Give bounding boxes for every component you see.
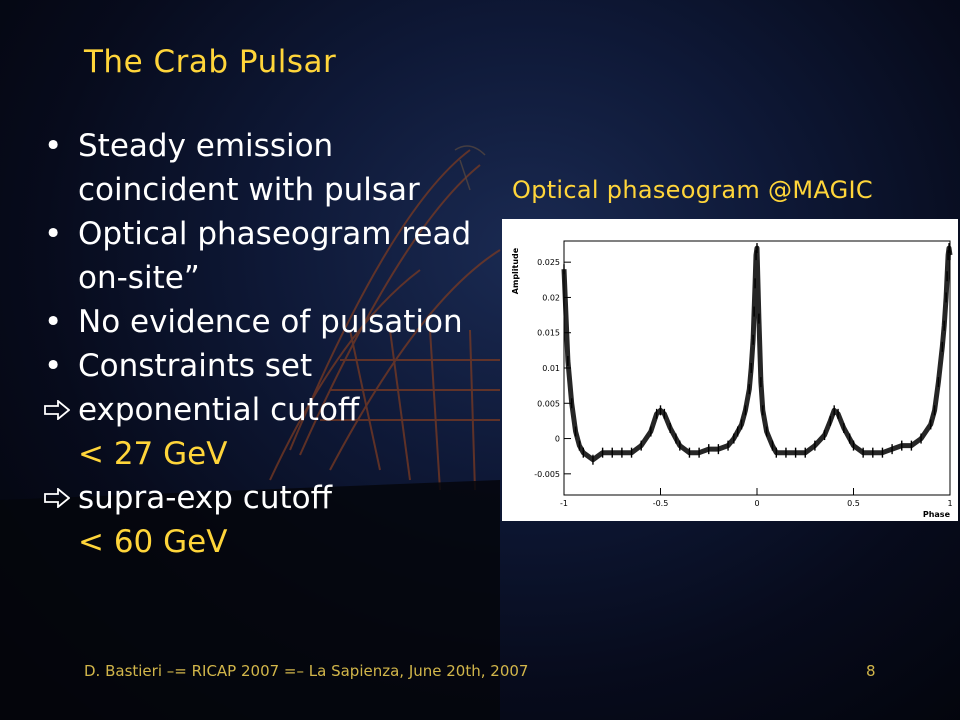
bullet-item: • No evidence of pulsation bbox=[44, 300, 484, 344]
y-tick-label: 0.015 bbox=[537, 329, 560, 338]
slide-title: The Crab Pulsar bbox=[84, 44, 337, 80]
sub-item-label: supra-exp cutoff bbox=[78, 480, 332, 516]
y-tick-label: 0 bbox=[555, 435, 560, 444]
page-number: 8 bbox=[866, 662, 876, 680]
bullet-text: Optical phaseogram read on-site” bbox=[78, 216, 472, 296]
x-axis-label: Phase bbox=[923, 510, 951, 519]
bullet-dot-icon: • bbox=[44, 348, 63, 384]
bullet-dot-icon: • bbox=[44, 216, 63, 252]
phaseogram-svg: -1 -0.5 0 0.5 1 -0.005 0 0.005 0.01 0.015 0.02 0.02… bbox=[511, 240, 953, 519]
x-tick-label: -0.5 bbox=[653, 499, 669, 508]
bullet-item: • Constraints set bbox=[44, 344, 484, 388]
bullet-dot-icon: • bbox=[44, 128, 63, 164]
plot-caption: Optical phaseogram @MAGIC bbox=[512, 176, 873, 204]
bullet-list: • Steady emission coincident with pulsar… bbox=[44, 124, 484, 564]
y-tick-label: 0.02 bbox=[542, 293, 560, 302]
outline-arrow-icon bbox=[44, 488, 70, 508]
footer-text: D. Bastieri –= RICAP 2007 =– La Sapienza… bbox=[84, 662, 529, 680]
y-tick-label: -0.005 bbox=[534, 470, 560, 479]
x-tick-label: 1 bbox=[947, 499, 952, 508]
phaseogram-chart: -1 -0.5 0 0.5 1 -0.005 0 0.005 0.01 0.015 0.02 0.02… bbox=[502, 219, 958, 521]
bullet-dot-icon: • bbox=[44, 304, 63, 340]
bullet-text: No evidence of pulsation bbox=[78, 304, 463, 340]
x-tick-label: 0 bbox=[754, 499, 759, 508]
bullet-item: • Steady emission coincident with pulsar bbox=[44, 124, 484, 212]
y-axis-label: Amplitude bbox=[511, 247, 520, 294]
bullet-text: Constraints set bbox=[78, 348, 313, 384]
sub-item-label: exponential cutoff bbox=[78, 392, 360, 428]
sub-item: supra-exp cutoff < 60 GeV bbox=[44, 476, 484, 564]
sub-item-value: < 60 GeV bbox=[78, 524, 228, 560]
x-tick-label: 0.5 bbox=[847, 499, 860, 508]
x-tick-label: -1 bbox=[560, 499, 568, 508]
y-tick-label: 0.01 bbox=[542, 364, 560, 373]
y-tick-label: 0.025 bbox=[537, 258, 560, 267]
sub-item: exponential cutoff < 27 GeV bbox=[44, 388, 484, 476]
bullet-item: • Optical phaseogram read on-site” bbox=[44, 212, 484, 300]
y-tick-label: 0.005 bbox=[537, 399, 560, 408]
sub-item-value: < 27 GeV bbox=[78, 436, 228, 472]
bullet-text: Steady emission coincident with pulsar bbox=[78, 128, 420, 208]
data-series-line bbox=[561, 245, 953, 463]
outline-arrow-icon bbox=[44, 400, 70, 420]
